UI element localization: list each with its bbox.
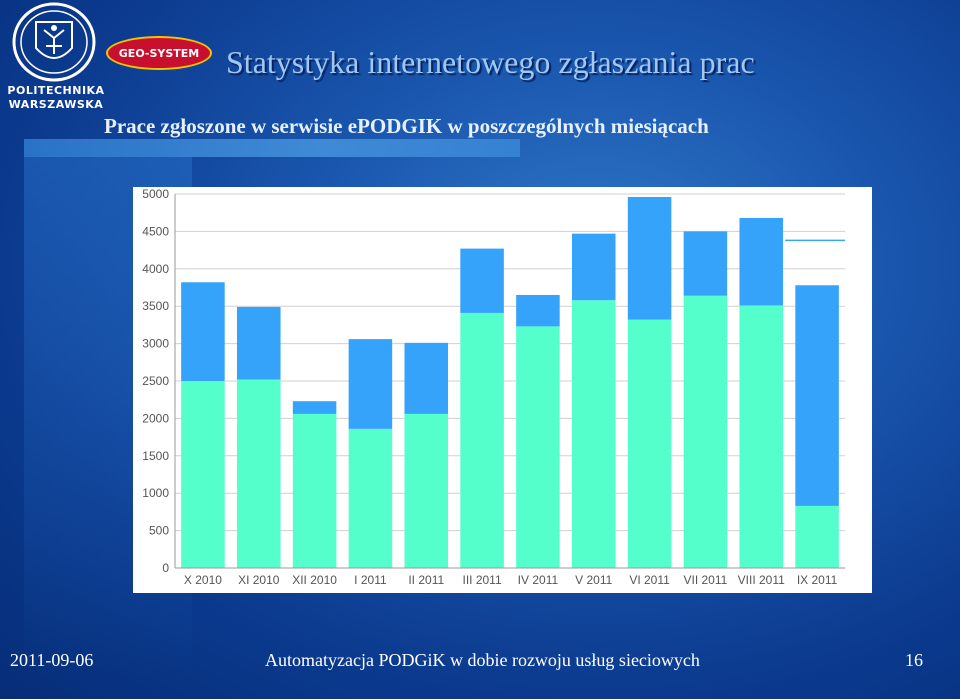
bar-segment bbox=[404, 413, 449, 568]
eagle-shield-icon bbox=[12, 2, 96, 82]
title-underline bbox=[24, 139, 520, 157]
y-tick-label: 0 bbox=[162, 561, 169, 575]
x-tick-label: IV 2011 bbox=[518, 573, 559, 587]
bar-chart: 0 500 1000 1500 2000 2500 3000 3500 4000 4500 5000… bbox=[133, 187, 872, 593]
x-tick-label: I 2011 bbox=[354, 573, 387, 587]
y-tick-label: 4000 bbox=[142, 262, 169, 276]
bar-segment bbox=[795, 505, 839, 568]
bar-segment bbox=[460, 248, 504, 313]
x-tick-label: VII 2011 bbox=[684, 573, 728, 587]
bar-segment bbox=[292, 413, 337, 568]
y-tick-label: 2500 bbox=[142, 374, 169, 388]
y-tick-label: 3500 bbox=[142, 299, 169, 313]
bar-segment bbox=[181, 381, 225, 568]
x-tick-label: II 2011 bbox=[408, 573, 444, 587]
footer-title: Automatyzacja PODGiK w dobie rozwoju usł… bbox=[265, 650, 700, 670]
x-tick-label: V 2011 bbox=[575, 573, 612, 587]
y-tick-label: 3000 bbox=[142, 337, 169, 351]
bar-segment bbox=[795, 285, 839, 506]
x-tick-label: VIII 2011 bbox=[738, 573, 785, 587]
bar-segment bbox=[571, 233, 616, 301]
bar-segment bbox=[181, 282, 225, 381]
university-name-line2: WARSZAWSKA bbox=[8, 98, 104, 111]
bar-segment bbox=[627, 196, 672, 320]
bar-segment bbox=[516, 294, 560, 327]
bar-segment bbox=[460, 312, 504, 568]
bar-segment bbox=[404, 342, 449, 414]
x-tick-label: X 2010 bbox=[184, 573, 222, 587]
bar-segment bbox=[739, 305, 784, 568]
bar-segment bbox=[292, 401, 337, 414]
bar-segment bbox=[739, 217, 784, 306]
bar-segment bbox=[348, 339, 393, 429]
y-tick-label: 1500 bbox=[142, 449, 169, 463]
x-tick-label: IX 2011 bbox=[797, 573, 838, 587]
y-tick-label: 1000 bbox=[142, 486, 169, 500]
bar-segment bbox=[236, 306, 281, 380]
y-tick-label: 4500 bbox=[142, 224, 169, 238]
x-tick-label: XII 2010 bbox=[292, 573, 337, 587]
bar-segment bbox=[683, 231, 728, 296]
chart-canvas: 0 500 1000 1500 2000 2500 3000 3500 4000 4500 5000… bbox=[142, 187, 845, 587]
company-name: GEO-SYSTEM bbox=[118, 46, 200, 60]
bar-segment bbox=[627, 319, 672, 568]
page-title: Statystyka internetowego zgłaszania prac bbox=[226, 44, 755, 80]
bar-segment bbox=[571, 300, 616, 568]
university-name-line1: POLITECHNIKA bbox=[7, 84, 105, 97]
page-number: 16 bbox=[905, 650, 923, 670]
geo-system-logo: GEO-SYSTEM bbox=[106, 36, 212, 70]
bar-segment bbox=[683, 295, 728, 568]
y-tick-label: 500 bbox=[149, 524, 169, 538]
x-tick-label: III 2011 bbox=[463, 573, 502, 587]
y-tick-label: 5000 bbox=[142, 187, 169, 201]
x-tick-label: XI 2010 bbox=[238, 573, 280, 587]
bar-segment bbox=[348, 428, 393, 568]
bar-segment bbox=[516, 326, 560, 568]
politechnika-logo: POLITECHNIKA WARSZAWSKA bbox=[6, 2, 104, 114]
bar-segment bbox=[236, 379, 281, 568]
page-subtitle: Prace zgłoszone w serwisie ePODGIK w pos… bbox=[104, 114, 709, 138]
y-tick-label: 2000 bbox=[142, 411, 169, 425]
x-tick-label: VI 2011 bbox=[629, 573, 670, 587]
footer-date: 2011-09-06 bbox=[10, 650, 94, 670]
